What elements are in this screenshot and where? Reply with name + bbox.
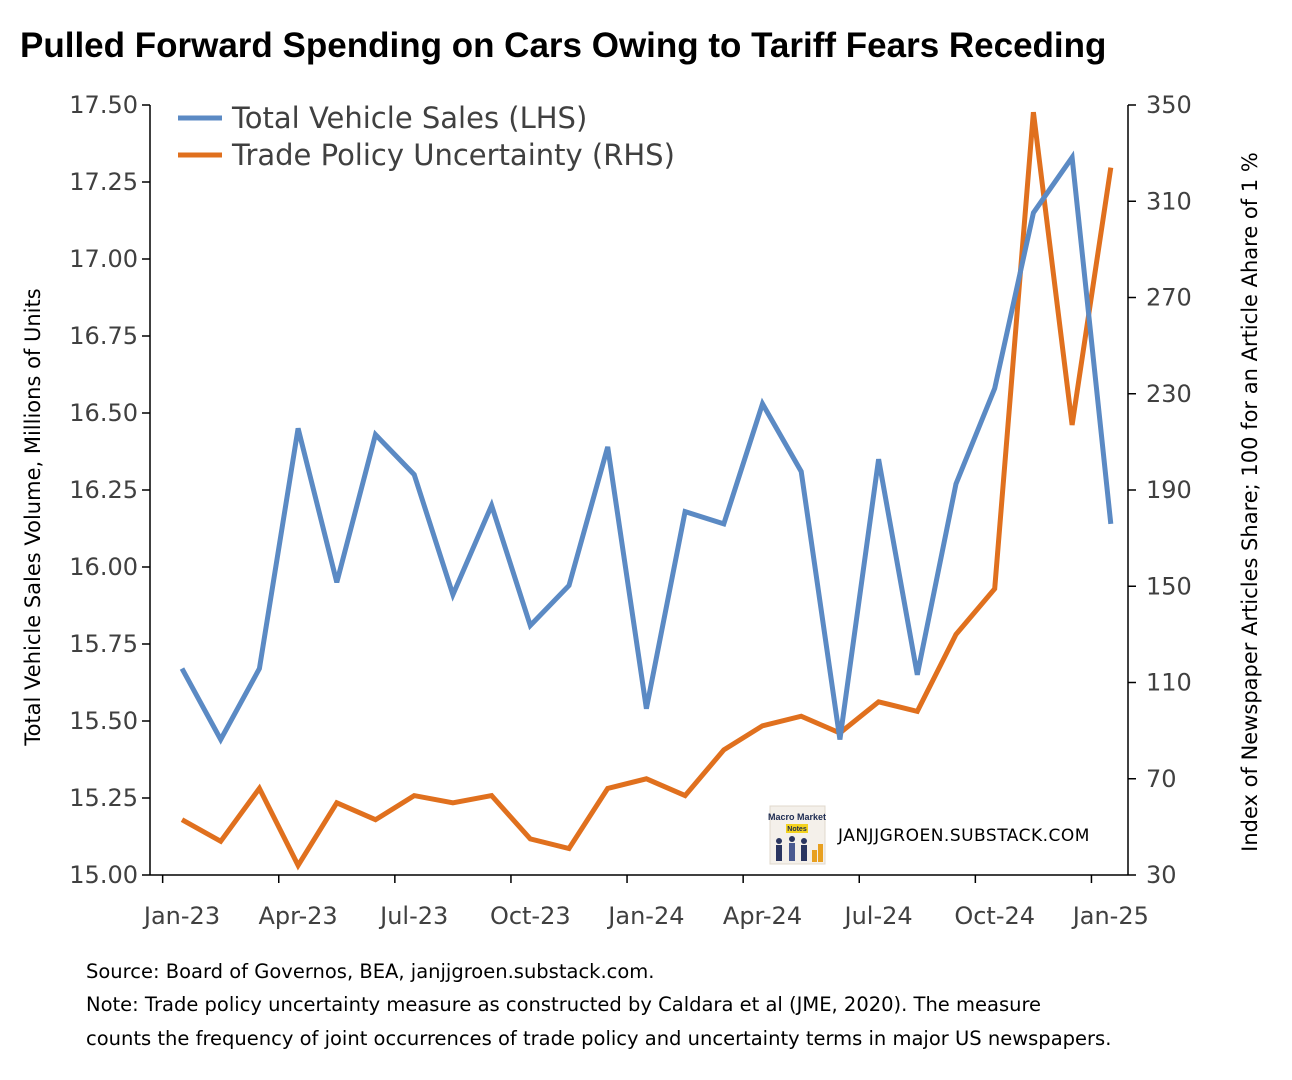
legend: Total Vehicle Sales (LHS)Trade Policy Un… <box>178 101 675 172</box>
y-tick-left-label: 15.50 <box>69 707 138 735</box>
y-axis-left-label: Total Vehicle Sales Volume, Millions of … <box>21 288 45 746</box>
y-tick-right-label: 230 <box>1146 380 1192 408</box>
legend-label: Total Vehicle Sales (LHS) <box>231 101 587 135</box>
y-tick-right-label: 110 <box>1146 669 1192 697</box>
note-line-2: counts the frequency of joint occurrence… <box>86 1027 1111 1050</box>
y-tick-left-label: 15.00 <box>69 861 138 889</box>
watermark-text: JANJJGROEN.SUBSTACK.COM <box>837 826 1090 846</box>
y-tick-left-label: 16.00 <box>69 553 138 581</box>
y-tick-left-label: 16.25 <box>69 476 138 504</box>
series-layer <box>179 111 1114 871</box>
y-tick-left-label: 15.25 <box>69 784 138 812</box>
chart-title: Pulled Forward Spending on Cars Owing to… <box>20 26 1106 65</box>
y-tick-right-label: 310 <box>1146 187 1192 215</box>
x-tick-label: Jan-25 <box>1071 902 1149 930</box>
y-tick-right-label: 150 <box>1146 572 1192 600</box>
macro-market-notes-logo: Macro Market Notes <box>768 805 826 865</box>
x-tick-label: Jan-24 <box>606 902 684 930</box>
svg-text:Notes: Notes <box>787 826 807 833</box>
y-tick-right-label: 350 <box>1146 91 1192 119</box>
x-tick-label: Oct-23 <box>490 902 571 930</box>
legend-label: Trade Policy Uncertainty (RHS) <box>231 138 675 172</box>
y-tick-right-label: 70 <box>1146 765 1177 793</box>
x-tick-label: Jul-24 <box>843 902 913 930</box>
y-tick-right-label: 190 <box>1146 476 1192 504</box>
note-line-1: Note: Trade policy uncertainty measure a… <box>86 993 1041 1016</box>
x-tick-label: Apr-24 <box>723 902 802 930</box>
y-tick-left-label: 16.50 <box>69 399 138 427</box>
y-tick-left-label: 17.00 <box>69 245 138 273</box>
series-trade-policy-uncertainty <box>180 111 1114 871</box>
x-tick-label: Apr-23 <box>259 902 338 930</box>
y-tick-left-label: 17.25 <box>69 168 138 196</box>
x-tick-label: Oct-24 <box>954 902 1035 930</box>
watermark: Macro Market Notes JANJJGROEN.SUBSTACK.C… <box>768 805 1090 865</box>
series-total-vehicle-sales <box>179 150 1114 745</box>
axes <box>142 104 1136 883</box>
tick-labels: 15.00 15.25 15.50 15.75 16.00 16.25 16.50 16.75… <box>69 91 1192 930</box>
x-tick-label: Jan-23 <box>142 902 220 930</box>
y-tick-right-label: 270 <box>1146 284 1192 312</box>
y-axis-right-label: Index of Newspaper Articles Share; 100 f… <box>1238 152 1262 852</box>
y-tick-left-label: 15.75 <box>69 630 138 658</box>
y-tick-left-label: 17.50 <box>69 91 138 119</box>
source-note: Source: Board of Governos, BEA, janjjgro… <box>86 960 655 983</box>
x-tick-label: Jul-23 <box>378 902 448 930</box>
y-tick-left-label: 16.75 <box>69 322 138 350</box>
svg-text:Macro Market: Macro Market <box>768 812 826 822</box>
y-tick-right-label: 30 <box>1146 861 1177 889</box>
